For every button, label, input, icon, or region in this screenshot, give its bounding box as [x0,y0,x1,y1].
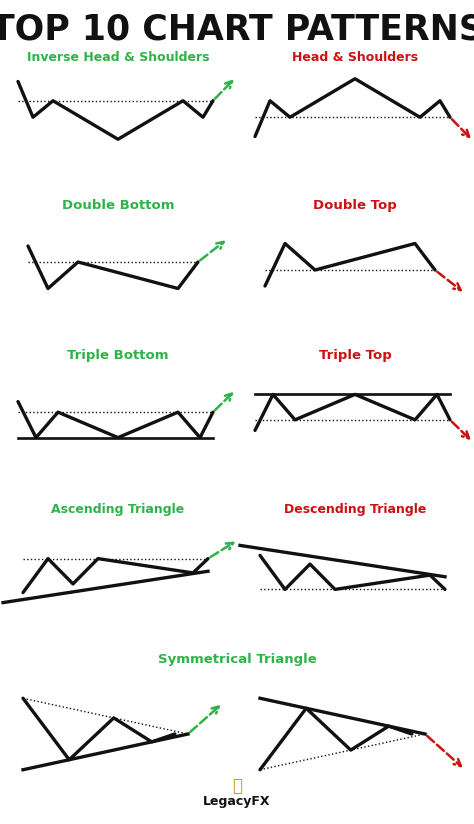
Text: Triple Bottom: Triple Bottom [67,349,169,362]
Text: 👑: 👑 [232,777,242,795]
Text: Symmetrical Triangle: Symmetrical Triangle [158,653,316,666]
Text: Ascending Triangle: Ascending Triangle [51,503,185,516]
Text: Double Bottom: Double Bottom [62,199,174,212]
Text: Double Top: Double Top [313,199,397,212]
Text: LegacyFX: LegacyFX [203,795,271,808]
Text: Descending Triangle: Descending Triangle [284,503,426,516]
Text: Head & Shoulders: Head & Shoulders [292,51,418,64]
Text: Triple Top: Triple Top [319,349,392,362]
Text: Inverse Head & Shoulders: Inverse Head & Shoulders [27,51,209,64]
Text: TOP 10 CHART PATTERNS: TOP 10 CHART PATTERNS [0,12,474,46]
